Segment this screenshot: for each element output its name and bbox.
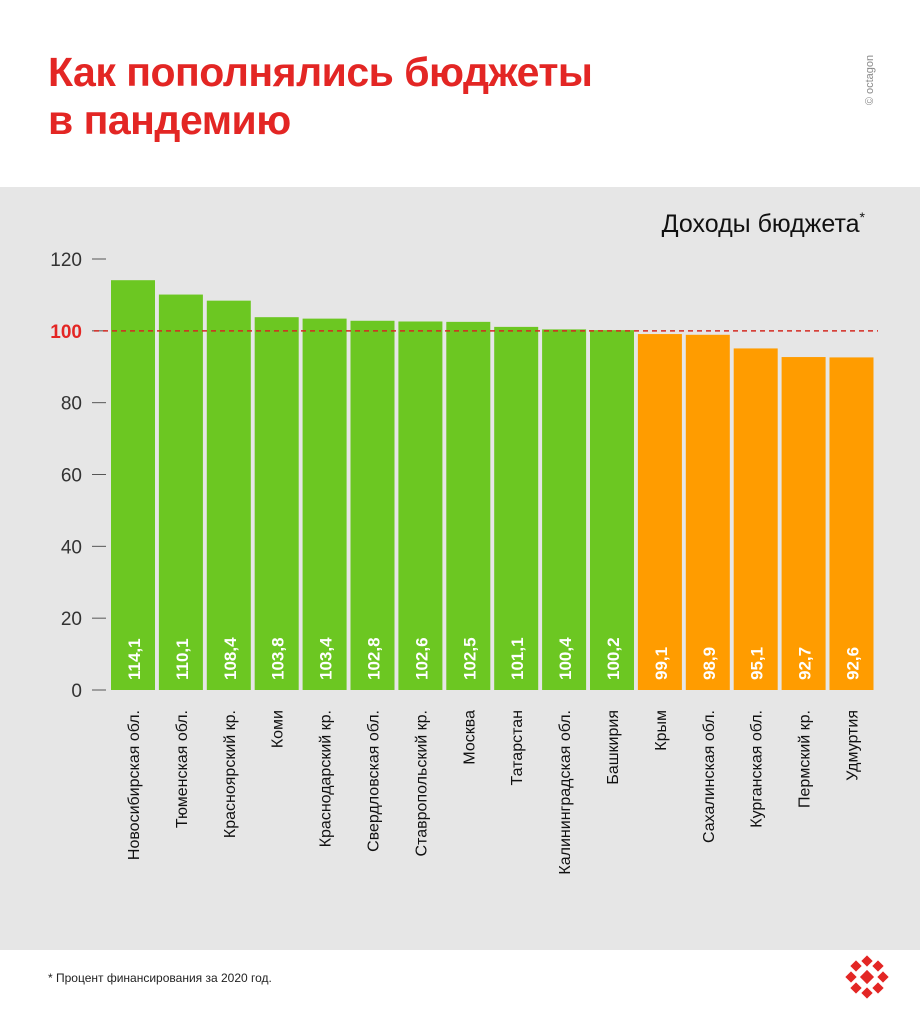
bar [733, 348, 778, 690]
bar-chart: Доходы бюджета* 0 20 40 60 80 100 120 114,1 Новос… [50, 209, 878, 875]
y-tick-label: 120 [50, 250, 82, 271]
bar [206, 300, 251, 690]
bar-value-label: 92,6 [844, 647, 863, 680]
y-tick-label: 60 [61, 466, 82, 487]
y-tick-label: 100 [50, 322, 82, 343]
x-category-label: Удмуртия [845, 710, 862, 781]
page-title: Как пополнялись бюджеты в пандемию [48, 48, 593, 144]
y-tick-label: 80 [61, 394, 82, 415]
x-category-label: Коми [270, 710, 287, 748]
bar-value-label: 108,4 [221, 637, 240, 680]
bar [158, 294, 203, 690]
bar [111, 280, 155, 690]
x-category-label: Сахалинская обл. [701, 710, 718, 843]
y-tick-label: 0 [71, 681, 82, 702]
x-category-label: Тюменская обл. [174, 710, 191, 828]
bar-value-label: 102,5 [460, 637, 479, 680]
bar [302, 318, 347, 690]
x-category-label: Курганская обл. [749, 710, 766, 828]
bar [350, 320, 395, 690]
bar [590, 330, 634, 690]
bar-value-label: 101,1 [508, 637, 527, 680]
bar [542, 329, 587, 690]
bar-value-label: 103,8 [269, 637, 288, 680]
bar-value-label: 114,1 [125, 638, 144, 680]
bar [829, 357, 874, 690]
brand-mark: © octagon [860, 44, 880, 116]
x-category-label: Москва [461, 710, 478, 765]
bar-value-label: 99,1 [652, 647, 671, 680]
x-category-label: Крым [653, 710, 670, 751]
x-category-label: Ставропольский кр. [413, 710, 430, 856]
bar-value-label: 92,7 [796, 647, 815, 680]
x-category-label: Пермский кр. [797, 710, 814, 808]
x-category-label: Красноярский кр. [222, 710, 239, 838]
x-category-label: Калининградская обл. [557, 710, 574, 875]
octagon-logo-icon [845, 955, 889, 999]
bar [494, 326, 539, 690]
bar-value-label: 103,4 [317, 637, 336, 680]
title-line-2: в пандемию [48, 97, 291, 143]
y-tick-label: 40 [61, 537, 82, 558]
bar-value-label: 100,4 [556, 637, 575, 680]
x-category-label: Свердловская обл. [366, 710, 383, 852]
bar-value-label: 110,1 [173, 638, 192, 680]
bar [781, 357, 826, 690]
bar-value-label: 102,8 [365, 637, 384, 680]
brand-text: © octagon [864, 54, 876, 106]
bar [254, 317, 299, 690]
chart-title: Доходы бюджета* [662, 209, 866, 238]
bar-value-label: 102,6 [412, 637, 431, 680]
bar [637, 334, 682, 690]
x-category-label: Татарстан [509, 710, 526, 785]
x-category-label: Краснодарский кр. [318, 710, 335, 847]
title-line-1: Как пополнялись бюджеты [48, 49, 593, 95]
footnote: * Процент финансирования за 2020 год. [48, 971, 272, 985]
bar [398, 321, 443, 690]
y-tick-label: 20 [61, 609, 82, 630]
x-category-label: Новосибирская обл. [126, 710, 143, 860]
bar-value-label: 98,9 [700, 647, 719, 680]
bar-value-label: 95,1 [748, 647, 767, 680]
bar [685, 334, 730, 690]
bar [446, 321, 491, 690]
x-category-label: Башкирия [605, 710, 622, 785]
bar-value-label: 100,2 [604, 637, 623, 680]
